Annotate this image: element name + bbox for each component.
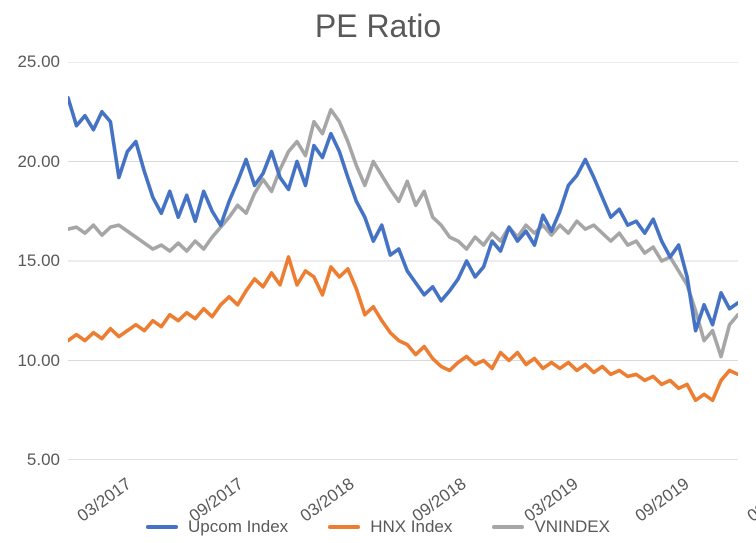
legend-swatch-hnx — [328, 525, 360, 529]
legend-swatch-vnindex — [492, 525, 524, 529]
legend-item-hnx: HNX Index — [328, 517, 452, 537]
plot-area — [68, 62, 738, 460]
legend-item-upcom: Upcom Index — [146, 517, 288, 537]
legend-label-vnindex: VNINDEX — [534, 517, 610, 537]
series-line — [68, 98, 738, 331]
legend-item-vnindex: VNINDEX — [492, 517, 610, 537]
legend-label-upcom: Upcom Index — [188, 517, 288, 537]
y-tick-label: 25.00 — [10, 52, 60, 72]
chart-title: PE Ratio — [0, 8, 756, 45]
y-tick-label: 5.00 — [10, 450, 60, 470]
legend-swatch-upcom — [146, 525, 178, 529]
y-tick-label: 15.00 — [10, 251, 60, 271]
legend: Upcom Index HNX Index VNINDEX — [0, 517, 756, 537]
series-line — [68, 257, 738, 400]
legend-label-hnx: HNX Index — [370, 517, 452, 537]
pe-ratio-chart: PE Ratio 5.0010.0015.0020.0025.00 03/201… — [0, 0, 756, 543]
y-tick-label: 20.00 — [10, 152, 60, 172]
y-tick-label: 10.00 — [10, 351, 60, 371]
